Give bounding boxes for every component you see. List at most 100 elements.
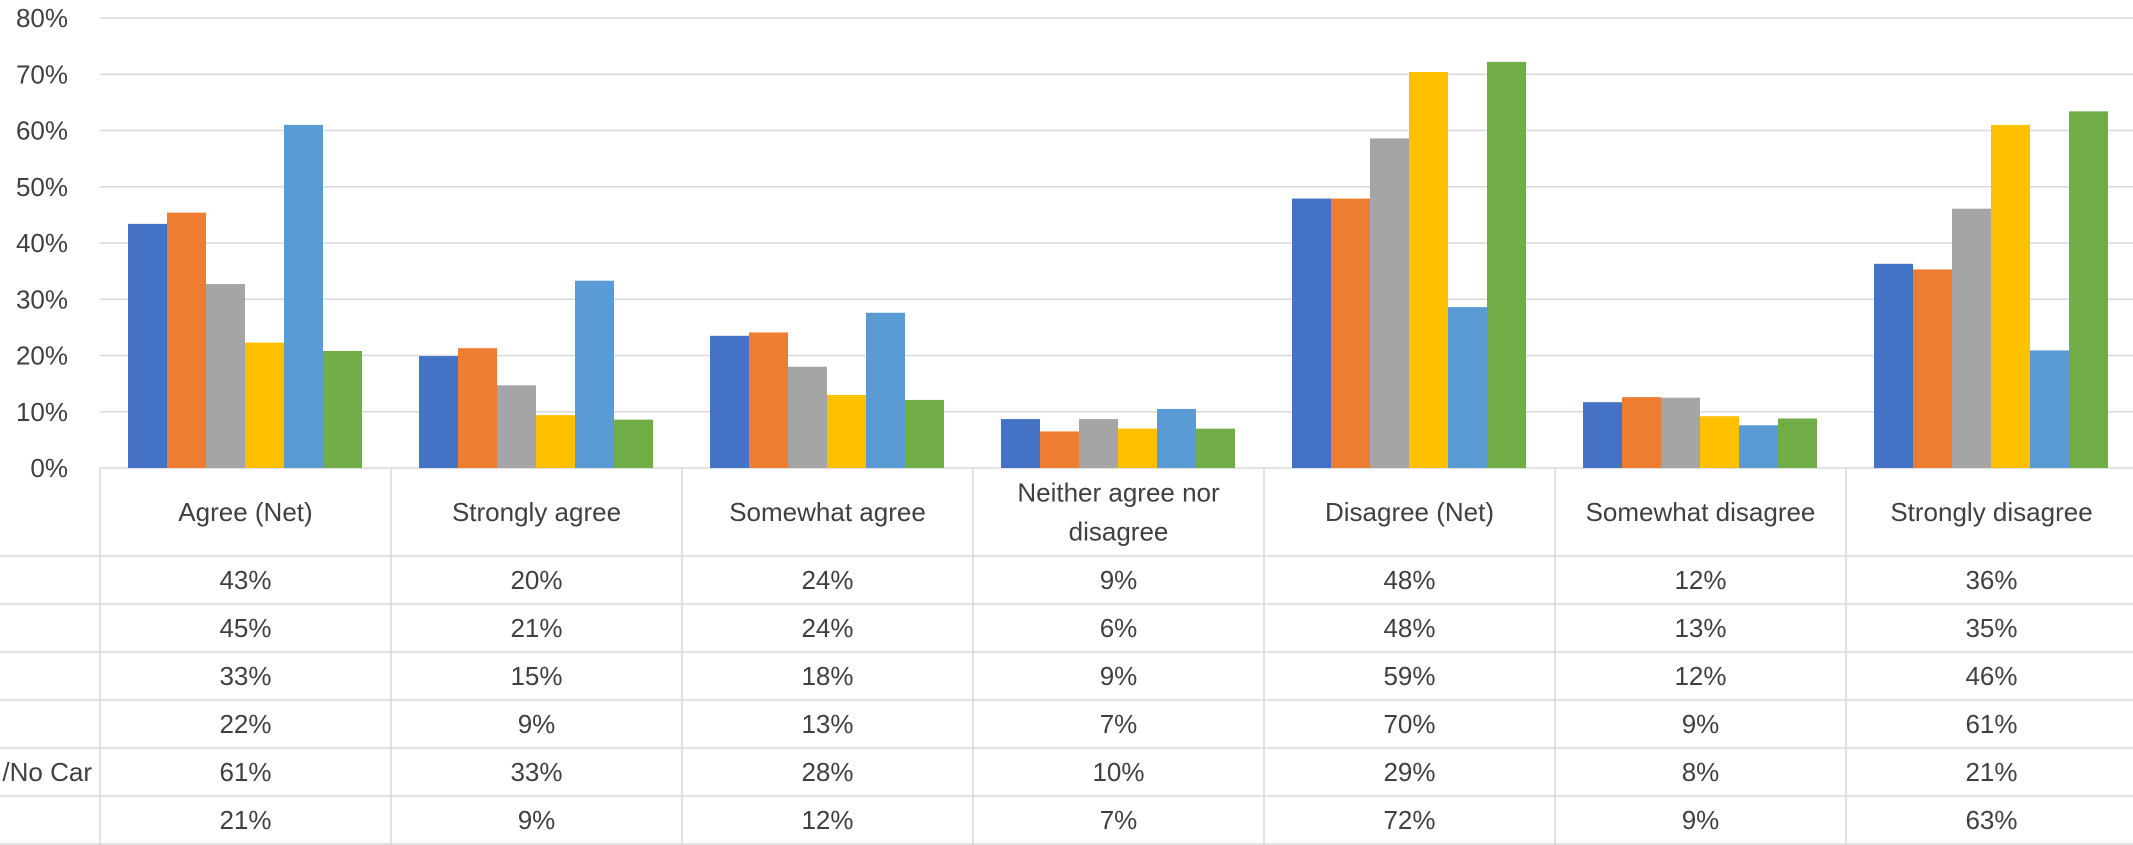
bar: [1331, 198, 1370, 468]
bar: [458, 348, 497, 468]
table-cell-value: 13%: [1674, 613, 1726, 643]
table-cell-value: 48%: [1383, 613, 1435, 643]
table-cell-value: 10%: [1092, 757, 1144, 787]
bar: [1157, 408, 1196, 468]
bar: [1001, 419, 1040, 468]
bar: [128, 223, 167, 468]
bar: [167, 212, 206, 468]
y-axis-tick-labels: 0% 10% 20% 30% 40% 50% 60% 70% 80%: [16, 3, 68, 483]
table-cell-value: 15%: [510, 661, 562, 691]
table-cell-value: 7%: [1100, 805, 1138, 835]
table-cell-value: 21%: [1965, 757, 2017, 787]
y-tick-label: 30%: [16, 284, 68, 314]
y-tick-label: 10%: [16, 397, 68, 427]
table-cell-value: 35%: [1965, 613, 2017, 643]
bar: [614, 419, 653, 468]
bar: [419, 356, 458, 468]
y-tick-label: 0%: [30, 453, 68, 483]
table-cell-value: 43%: [219, 565, 271, 595]
table-cell-value: 12%: [1674, 565, 1726, 595]
table-cell-value: 21%: [219, 805, 271, 835]
bar: [1913, 269, 1952, 468]
category-label: Agree (Net): [178, 497, 312, 527]
bar: [1079, 419, 1118, 468]
table-cell-value: 33%: [219, 661, 271, 691]
bar: [497, 385, 536, 468]
y-tick-label: 70%: [16, 59, 68, 89]
bar: [2030, 350, 2069, 468]
table-cell-value: 18%: [801, 661, 853, 691]
bar: [1370, 138, 1409, 468]
bar: [245, 342, 284, 468]
bar: [1622, 397, 1661, 468]
table-cell-value: 20%: [510, 565, 562, 595]
category-label: Somewhat agree: [729, 497, 926, 527]
bar: [2069, 111, 2108, 468]
table-cell-value: 7%: [1100, 709, 1138, 739]
table-cell-value: 9%: [1100, 565, 1138, 595]
bar: [905, 399, 944, 468]
bar: [1292, 198, 1331, 468]
bar: [1583, 402, 1622, 468]
category-label: disagree: [1069, 517, 1169, 547]
table-cell-value: 22%: [219, 709, 271, 739]
bar: [710, 335, 749, 468]
table-cell-value: 24%: [801, 565, 853, 595]
bar: [206, 284, 245, 468]
bars: [128, 61, 2108, 468]
category-label: Neither agree nor: [1017, 478, 1220, 508]
category-label: Strongly disagree: [1890, 497, 2092, 527]
table-cell-value: 61%: [219, 757, 271, 787]
bar: [1739, 425, 1778, 468]
table-cell-value: 45%: [219, 613, 271, 643]
table-cell-value: 9%: [1682, 805, 1720, 835]
y-tick-label: 60%: [16, 116, 68, 146]
table-cell-value: 6%: [1100, 613, 1138, 643]
category-label: Disagree (Net): [1325, 497, 1494, 527]
bar: [1991, 124, 2030, 468]
table-cell-value: 33%: [510, 757, 562, 787]
data-table: Agree (Net) Strongly agree Somewhat agree N…: [0, 468, 2133, 845]
bar: [749, 332, 788, 468]
bar: [1952, 208, 1991, 468]
bar: [1448, 307, 1487, 468]
table-cell-value: 48%: [1383, 565, 1435, 595]
table-cell-value: 29%: [1383, 757, 1435, 787]
bar: [827, 394, 866, 468]
bar: [866, 312, 905, 468]
table-cell-value: 13%: [801, 709, 853, 739]
table-cell-value: 9%: [518, 709, 556, 739]
bar: [575, 280, 614, 468]
bar: [1874, 263, 1913, 468]
table-cell-value: 9%: [518, 805, 556, 835]
table-cell-value: 59%: [1383, 661, 1435, 691]
table-cell-value: 36%: [1965, 565, 2017, 595]
table-cell-value: 72%: [1383, 805, 1435, 835]
table-cell-value: 70%: [1383, 709, 1435, 739]
table-cell-value: 9%: [1100, 661, 1138, 691]
bar: [1040, 431, 1079, 468]
y-tick-label: 40%: [16, 228, 68, 258]
y-tick-label: 50%: [16, 172, 68, 202]
bar: [1661, 397, 1700, 468]
category-label: Strongly agree: [452, 497, 621, 527]
table-cell-value: 8%: [1682, 757, 1720, 787]
bar: [1196, 428, 1235, 468]
table-cell-value: 12%: [801, 805, 853, 835]
bar: [284, 124, 323, 468]
series-name-label: /No Car: [2, 757, 92, 787]
category-label: Somewhat disagree: [1586, 497, 1816, 527]
table-cell-value: 21%: [510, 613, 562, 643]
bar: [1118, 428, 1157, 468]
y-tick-label: 80%: [16, 3, 68, 33]
bar: [1700, 416, 1739, 468]
table-cell-value: 24%: [801, 613, 853, 643]
table-cell-value: 46%: [1965, 661, 2017, 691]
table-cell-value: 12%: [1674, 661, 1726, 691]
bar: [788, 366, 827, 468]
bar: [323, 351, 362, 468]
table-cell-value: 28%: [801, 757, 853, 787]
bar: [1778, 418, 1817, 468]
table-cell-value: 63%: [1965, 805, 2017, 835]
